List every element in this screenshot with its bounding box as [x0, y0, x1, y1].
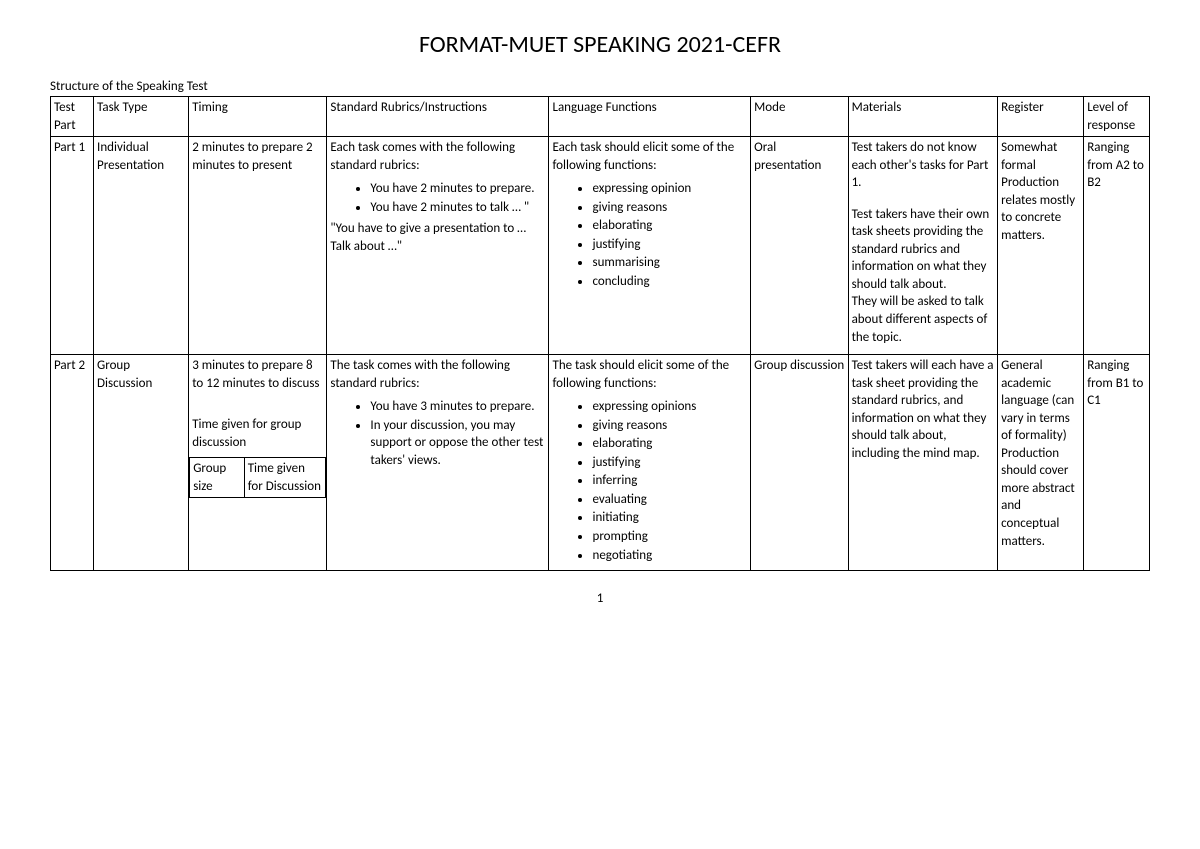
list-item: negotiating [592, 547, 747, 565]
part1-materials-p1: Test takers do not know each other's tas… [852, 139, 995, 192]
part1-timing: 2 minutes to prepare 2 minutes to presen… [189, 137, 327, 355]
header-rubrics: Standard Rubrics/Instructions [327, 97, 549, 137]
part2-timing-p2: Time given for group discussion [189, 416, 326, 453]
nested-header-time: Time given for Discussion [244, 458, 326, 498]
page-title: FORMAT-MUET SPEAKING 2021-CEFR [50, 30, 1150, 59]
part1-rubrics-list: You have 2 minutes to prepare. You have … [330, 180, 545, 216]
part1-materials-p3: They will be asked to talk about differe… [852, 293, 995, 346]
list-item: You have 2 minutes to talk … " [370, 199, 545, 217]
part2-rubrics-intro: The task comes with the following standa… [330, 357, 545, 392]
list-item: justifying [592, 236, 747, 254]
list-item: giving reasons [592, 417, 747, 435]
part2-rubrics-list: You have 3 minutes to prepare. In your d… [330, 398, 545, 469]
part2-mode: Group discussion [751, 355, 848, 571]
part1-functions-list: expressing opinion giving reasons elabor… [552, 180, 747, 290]
list-item: You have 3 minutes to prepare. [370, 398, 545, 416]
part2-register: General academic language (can vary in t… [998, 355, 1084, 571]
page-number: 1 [50, 591, 1150, 606]
list-item: elaborating [592, 217, 747, 235]
list-item: expressing opinion [592, 180, 747, 198]
part2-functions: The task should elicit some of the follo… [549, 355, 751, 571]
part2-tasktype: Group Discussion [94, 355, 189, 571]
part2-level: Ranging from B1 to C1 [1084, 355, 1150, 571]
speaking-test-table: Test Part Task Type Timing Standard Rubr… [50, 96, 1150, 571]
part1-level: Ranging from A2 to B2 [1084, 137, 1150, 355]
header-functions: Language Functions [549, 97, 751, 137]
header-materials: Materials [848, 97, 998, 137]
part1-rubrics: Each task comes with the following stand… [327, 137, 549, 355]
list-item: giving reasons [592, 199, 747, 217]
part2-row: Part 2 Group Discussion 3 minutes to pre… [51, 355, 1150, 571]
part1-row: Part 1 Individual Presentation 2 minutes… [51, 137, 1150, 355]
list-item: prompting [592, 528, 747, 546]
part1-materials: Test takers do not know each other's tas… [848, 137, 998, 355]
list-item: concluding [592, 273, 747, 291]
part2-timing: 3 minutes to prepare 8 to 12 minutes to … [189, 355, 327, 571]
part1-register: Somewhat formal Production relates mostl… [998, 137, 1084, 355]
part1-functions-intro: Each task should elicit some of the foll… [552, 139, 747, 174]
part2-rubrics: The task comes with the following standa… [327, 355, 549, 571]
subtitle: Structure of the Speaking Test [50, 79, 1150, 94]
part2-timing-p1: 3 minutes to prepare 8 to 12 minutes to … [189, 355, 326, 416]
header-timing: Timing [189, 97, 327, 137]
nested-header-size: Group size [190, 458, 244, 498]
list-item: initiating [592, 509, 747, 527]
header-tasktype: Task Type [94, 97, 189, 137]
list-item: elaborating [592, 435, 747, 453]
part1-rubrics-intro: Each task comes with the following stand… [330, 139, 545, 174]
header-level: Level of response [1084, 97, 1150, 137]
part2-functions-list: expressing opinions giving reasons elabo… [552, 398, 747, 564]
list-item: evaluating [592, 491, 747, 509]
list-item: expressing opinions [592, 398, 747, 416]
part2-testpart: Part 2 [51, 355, 94, 571]
part1-functions: Each task should elicit some of the foll… [549, 137, 751, 355]
header-register: Register [998, 97, 1084, 137]
part2-functions-intro: The task should elicit some of the follo… [552, 357, 747, 392]
part1-mode: Oral presentation [751, 137, 848, 355]
list-item: In your discussion, you may support or o… [370, 417, 545, 470]
list-item: inferring [592, 472, 747, 490]
header-mode: Mode [751, 97, 848, 137]
part1-materials-p2: Test takers have their own task sheets p… [852, 206, 995, 294]
header-testpart: Test Part [51, 97, 94, 137]
part1-testpart: Part 1 [51, 137, 94, 355]
list-item: summarising [592, 254, 747, 272]
part2-materials: Test takers will each have a task sheet … [848, 355, 998, 571]
part1-rubrics-outro: "You have to give a presentation to … Ta… [330, 220, 545, 255]
part1-tasktype: Individual Presentation [94, 137, 189, 355]
list-item: justifying [592, 454, 747, 472]
nested-discussion-table: Group size Time given for Discussion [189, 457, 326, 498]
header-row: Test Part Task Type Timing Standard Rubr… [51, 97, 1150, 137]
list-item: You have 2 minutes to prepare. [370, 180, 545, 198]
